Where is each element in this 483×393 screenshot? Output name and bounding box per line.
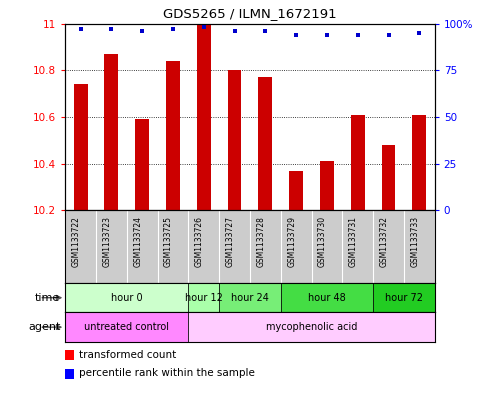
Text: GSM1133728: GSM1133728: [256, 216, 265, 267]
Point: [77, 26, 85, 32]
Point: [231, 28, 239, 34]
Text: GDS5265 / ILMN_1672191: GDS5265 / ILMN_1672191: [163, 7, 337, 20]
Point: [384, 31, 392, 38]
Bar: [135, 119, 149, 210]
Text: agent: agent: [28, 322, 60, 332]
Text: GSM1133731: GSM1133731: [349, 216, 358, 267]
Bar: [412, 115, 426, 210]
Text: GSM1133726: GSM1133726: [195, 216, 204, 267]
Bar: [74, 84, 87, 210]
Text: GSM1133729: GSM1133729: [287, 216, 296, 267]
Text: GSM1133732: GSM1133732: [380, 216, 388, 267]
Point: [292, 31, 300, 38]
Text: hour 48: hour 48: [308, 293, 346, 303]
Bar: [373, 283, 435, 312]
Bar: [197, 24, 211, 210]
Bar: [65, 283, 188, 312]
Bar: [258, 77, 272, 210]
Bar: [289, 171, 303, 210]
Bar: [65, 312, 188, 342]
Point: [108, 26, 115, 32]
Text: GSM1133727: GSM1133727: [226, 216, 235, 267]
Text: GSM1133724: GSM1133724: [133, 216, 142, 267]
Point: [415, 30, 423, 36]
Bar: [104, 54, 118, 210]
Bar: [281, 283, 373, 312]
Bar: [188, 312, 435, 342]
Text: GSM1133722: GSM1133722: [71, 216, 81, 267]
Point: [261, 28, 269, 34]
Text: transformed count: transformed count: [79, 350, 176, 360]
Point: [323, 31, 331, 38]
Bar: [382, 145, 396, 210]
Text: hour 24: hour 24: [231, 293, 269, 303]
Text: hour 0: hour 0: [111, 293, 142, 303]
Text: GSM1133723: GSM1133723: [102, 216, 112, 267]
Point: [200, 24, 208, 30]
Text: GSM1133730: GSM1133730: [318, 216, 327, 267]
Point: [354, 31, 362, 38]
Bar: [227, 70, 242, 210]
Text: hour 12: hour 12: [185, 293, 223, 303]
Bar: [351, 115, 365, 210]
Text: percentile rank within the sample: percentile rank within the sample: [79, 368, 255, 378]
Bar: [320, 161, 334, 210]
Bar: [166, 61, 180, 210]
Text: mycophenolic acid: mycophenolic acid: [266, 322, 357, 332]
Text: GSM1133733: GSM1133733: [410, 216, 419, 267]
Text: hour 72: hour 72: [385, 293, 423, 303]
Text: time: time: [35, 293, 60, 303]
Point: [138, 28, 146, 34]
Bar: [188, 283, 219, 312]
Text: GSM1133725: GSM1133725: [164, 216, 173, 267]
Bar: [219, 283, 281, 312]
Point: [169, 26, 177, 32]
Text: untreated control: untreated control: [85, 322, 169, 332]
